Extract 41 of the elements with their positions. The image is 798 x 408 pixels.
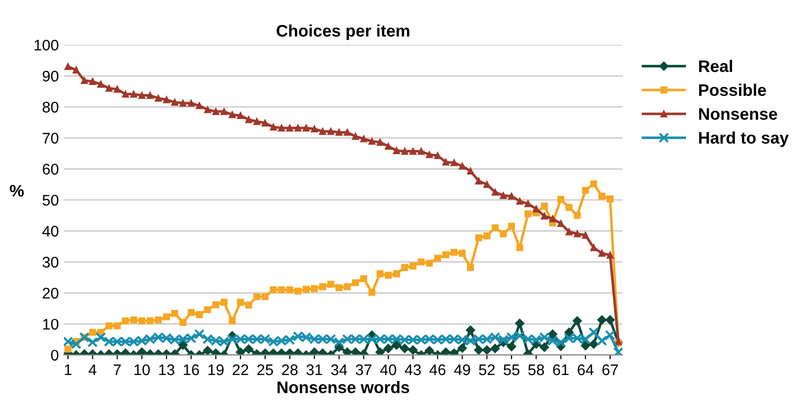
legend-label: Hard to say [699, 131, 789, 148]
x-tick-label: 22 [232, 364, 248, 376]
legend-label: Real [699, 60, 732, 72]
x-tick-label: 46 [429, 364, 446, 376]
chart-title: Choices per item [276, 24, 410, 40]
x-tick-label: 13 [159, 364, 174, 376]
x-tick-label: 40 [380, 364, 396, 376]
x-tick-label: 34 [331, 364, 348, 376]
x-tick-label: 19 [208, 364, 224, 376]
y-tick-label: 90 [42, 70, 58, 82]
x-tick-label: 10 [134, 364, 150, 376]
x-tick-label: 37 [356, 364, 372, 376]
x-tick-label: 31 [306, 364, 322, 376]
x-tick-label: 58 [528, 364, 544, 376]
legend-label: Nonsense [699, 108, 778, 120]
x-tick-label: 52 [479, 364, 495, 376]
x-tick-label: 61 [553, 364, 569, 376]
y-tick-label: 0 [51, 350, 58, 361]
y-tick-label: 50 [42, 194, 58, 206]
y-tick-label: 80 [42, 102, 58, 113]
y-tick-label: 20 [42, 288, 58, 299]
x-tick-label: 64 [578, 364, 594, 376]
x-tick-label: 16 [184, 364, 199, 376]
x-tick-label: 4 [88, 364, 96, 376]
y-tick-label: 40 [42, 226, 58, 237]
y-axis-title: % [10, 184, 24, 197]
x-tick-label: 55 [504, 364, 520, 376]
x-tick-label: 43 [404, 364, 421, 376]
x-tick-label: 1 [64, 364, 72, 376]
y-tick-label: 30 [42, 256, 58, 268]
x-tick-label: 25 [257, 364, 273, 376]
y-tick-label: 100 [34, 40, 58, 51]
legend-label: Possible [699, 84, 766, 96]
y-tick-label: 60 [42, 164, 58, 175]
x-axis-title: Nonsense words [278, 381, 410, 394]
x-tick-label: 49 [454, 364, 470, 376]
y-tick-label: 10 [43, 318, 58, 330]
x-tick-label: 28 [282, 364, 298, 376]
x-tick-label: 67 [602, 364, 618, 376]
x-tick-label: 7 [114, 364, 121, 376]
y-tick-label: 70 [42, 132, 58, 144]
